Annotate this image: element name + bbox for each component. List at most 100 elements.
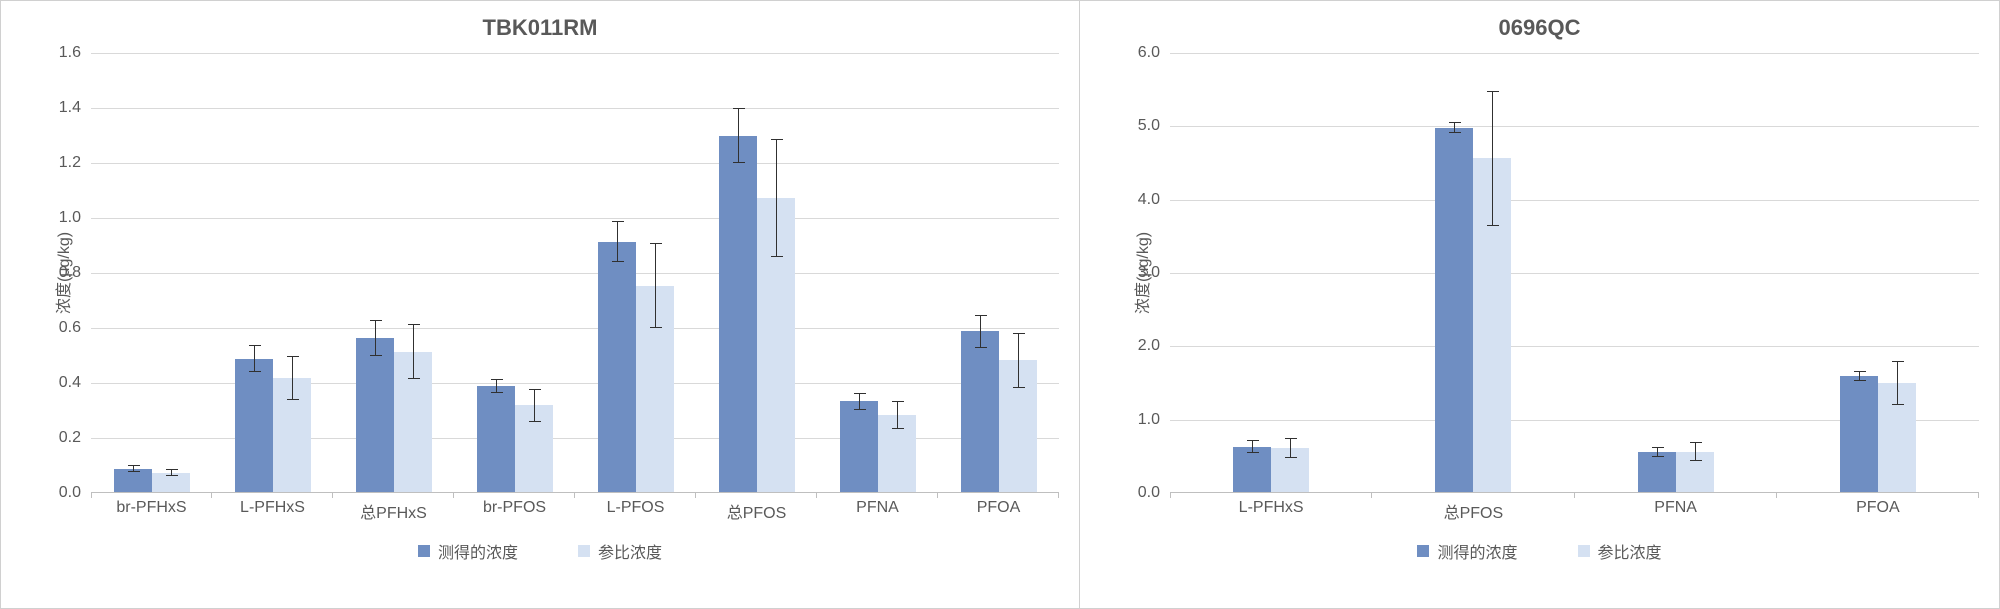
bar-reference (1676, 452, 1714, 492)
x-tick-label: PFOA (977, 499, 1021, 523)
error-cap-top (249, 345, 261, 346)
bar-pair (1638, 53, 1714, 492)
bar-pair (477, 53, 553, 492)
bar-group (696, 53, 817, 492)
x-tick-label: L-PFOS (607, 499, 665, 523)
plot-area: 浓度(μg/kg)0.01.02.03.04.05.06.0 (1170, 53, 1979, 493)
error-cap-bottom (1247, 452, 1259, 453)
x-tick-label: 总PFOS (727, 499, 787, 523)
bar-pair (961, 53, 1037, 492)
error-cap-top (854, 393, 866, 394)
error-cap-bottom (166, 475, 178, 476)
y-tick-label: 1.0 (1138, 411, 1170, 429)
error-bar (1252, 440, 1253, 453)
error-bar (776, 139, 777, 257)
bar-measured (961, 331, 999, 492)
y-tick-label: 0.8 (59, 264, 91, 282)
y-tick-label: 5.0 (1138, 117, 1170, 135)
plot-area: 浓度(μg/kg)0.00.20.40.60.81.01.21.41.6 (91, 53, 1059, 493)
error-bar (292, 356, 293, 400)
x-tick-label: L-PFHxS (1239, 499, 1304, 523)
bar-pair (719, 53, 795, 492)
legend-item-reference: 参比浓度 (1578, 539, 1662, 563)
error-cap-top (1690, 442, 1702, 443)
error-bar (1897, 361, 1898, 405)
bar-measured (840, 401, 878, 492)
bar-group (454, 53, 575, 492)
x-tick-mark (1574, 492, 1575, 498)
error-cap-bottom (529, 421, 541, 422)
x-tick-mark (91, 492, 92, 498)
x-tick-mark (1058, 492, 1059, 498)
bar-pair (1233, 53, 1309, 492)
bar-group (575, 53, 696, 492)
error-cap-top (1892, 361, 1904, 362)
figure-container: TBK011RM 浓度(μg/kg)0.00.20.40.60.81.01.21.… (0, 0, 2000, 609)
error-cap-top (128, 465, 140, 466)
bar-reference (1473, 158, 1511, 492)
error-cap-bottom (1652, 456, 1664, 457)
legend-swatch (578, 545, 590, 557)
bar-measured (1233, 447, 1271, 492)
bar-reference (999, 360, 1037, 492)
error-cap-top (1449, 122, 1461, 123)
bar-measured (235, 359, 273, 492)
panel-left: TBK011RM 浓度(μg/kg)0.00.20.40.60.81.01.21.… (0, 0, 1080, 609)
error-cap-top (287, 356, 299, 357)
panel-right: 0696QC浓度(μg/kg)0.01.02.03.04.05.06.0L-PF… (1080, 0, 2000, 609)
legend-item-measured: 测得的浓度 (418, 539, 518, 563)
bar-groups (91, 53, 1059, 492)
bar-group (333, 53, 454, 492)
error-cap-bottom (370, 355, 382, 356)
x-tick-mark (1170, 492, 1171, 498)
error-cap-bottom (287, 399, 299, 400)
x-tick: PFOA (938, 499, 1059, 523)
x-tick: PFNA (1575, 499, 1777, 523)
legend-swatch (418, 545, 430, 557)
x-tick: L-PFOS (575, 499, 696, 523)
x-tick: br-PFOS (454, 499, 575, 523)
y-tick-label: 0.6 (59, 319, 91, 337)
y-tick-label: 0.0 (59, 484, 91, 502)
error-bar (1657, 447, 1658, 457)
error-bar (897, 401, 898, 429)
error-bar (655, 243, 656, 328)
y-tick-label: 1.4 (59, 99, 91, 117)
bar-reference (394, 352, 432, 492)
y-tick-label: 1.6 (59, 44, 91, 62)
error-cap-bottom (612, 261, 624, 262)
bar-group (91, 53, 212, 492)
error-bar (1695, 442, 1696, 461)
bar-reference (273, 378, 311, 492)
chart-title: TBK011RM (1, 15, 1079, 41)
error-bar (133, 465, 134, 472)
x-tick-label: br-PFHxS (116, 499, 186, 523)
x-tick-mark (1978, 492, 1979, 498)
error-bar (980, 315, 981, 348)
bar-group (1372, 53, 1574, 492)
error-cap-top (733, 108, 745, 109)
error-cap-top (1013, 333, 1025, 334)
error-cap-bottom (1690, 460, 1702, 461)
x-tick: PFOA (1777, 499, 1979, 523)
error-cap-bottom (975, 347, 987, 348)
error-bar (738, 108, 739, 163)
error-cap-bottom (854, 409, 866, 410)
bar-group (1777, 53, 1979, 492)
bar-groups (1170, 53, 1979, 492)
error-bar (1859, 371, 1860, 381)
error-cap-bottom (249, 371, 261, 372)
error-cap-bottom (733, 162, 745, 163)
x-tick: 总PFHxS (333, 499, 454, 523)
bar-pair (1840, 53, 1916, 492)
x-tick-label: PFOA (1856, 499, 1900, 523)
x-tick-mark (1371, 492, 1372, 498)
bar-pair (1435, 53, 1511, 492)
error-cap-bottom (1285, 457, 1297, 458)
bar-pair (840, 53, 916, 492)
bar-reference (1878, 383, 1916, 492)
bar-measured (477, 386, 515, 492)
y-tick-label: 1.2 (59, 154, 91, 172)
x-tick-label: 总PFHxS (360, 499, 427, 523)
x-tick-mark (1776, 492, 1777, 498)
